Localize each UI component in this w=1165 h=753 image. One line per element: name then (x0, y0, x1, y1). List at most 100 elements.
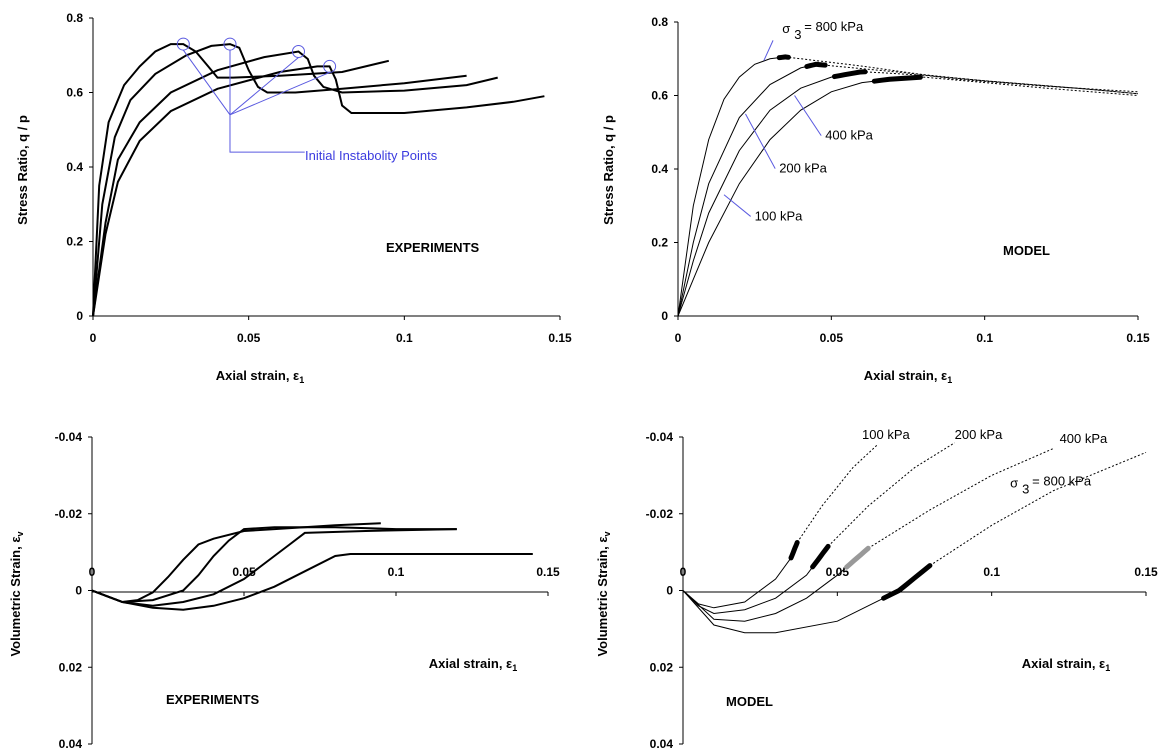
instability-marker (831, 69, 868, 80)
panel-note: EXPERIMENTS (166, 692, 260, 707)
y-tick-label: 0.04 (650, 737, 674, 751)
y-tick-label: 0.6 (651, 89, 668, 103)
instability-marker (804, 61, 828, 69)
y-tick-label: 0.6 (66, 86, 83, 100)
y-tick-label: -0.02 (646, 507, 674, 521)
series-line (682, 546, 829, 615)
annotation-leader (229, 114, 305, 153)
curve-label-leader (745, 113, 776, 169)
panel-model-volumetric: Volumetric Strain, εv Axial strain, ε1 M… (595, 427, 1158, 751)
series-line (677, 56, 786, 317)
panel-note: EXPERIMENTS (386, 240, 480, 255)
y-tick-label: -0.02 (55, 507, 83, 521)
y-axis-label: Stress Ratio, q / p (15, 115, 30, 225)
series-line (92, 43, 467, 317)
x-tick-label: 0.1 (396, 331, 413, 345)
curve-label: 400 kPa (825, 128, 873, 143)
x-tick-label: 0 (89, 565, 96, 579)
curve-label-leader (794, 95, 822, 136)
curve-label: = 800 kPa (804, 19, 864, 34)
x-tick-label: 0.15 (536, 565, 560, 579)
y-tick-label: 0.2 (66, 235, 83, 249)
curve-label: 200 kPa (955, 427, 1003, 442)
panel-note: MODEL (726, 694, 773, 709)
panel-experiments-stress-ratio: Stress Ratio, q / p Axial strain, ε1 EXP… (15, 11, 572, 385)
x-tick-label: 0 (675, 331, 682, 345)
y-tick-label: 0.02 (59, 660, 83, 674)
annotation-leader (229, 57, 299, 116)
x-axis-label: Axial strain, ε1 (429, 656, 518, 673)
curve-label: = 800 kPa (1032, 474, 1092, 489)
curve-label: 400 kPa (1060, 431, 1108, 446)
y-tick-label: 0 (76, 309, 83, 323)
y-tick-label: 0.02 (650, 660, 674, 674)
y-axis-label: Volumetric Strain, εv (595, 531, 612, 656)
series-extrapolation (815, 63, 1139, 95)
x-tick-label: 0.1 (976, 331, 993, 345)
series-line (92, 65, 545, 317)
series-line (682, 542, 798, 609)
instability-marker (881, 563, 933, 601)
instability-marker (810, 543, 831, 570)
series-extrapolation (923, 76, 1139, 96)
series-extrapolation (867, 448, 1054, 549)
y-axis-label: Volumetric Strain, εv (8, 531, 25, 656)
curve-label: 100 kPa (862, 427, 910, 442)
panel-model-stress-ratio: Stress Ratio, q / p Axial strain, ε1 MOD… (601, 15, 1150, 385)
y-tick-label: 0.8 (651, 15, 668, 29)
x-axis-label: Axial strain, ε1 (1022, 656, 1111, 673)
curve-label: 100 kPa (755, 208, 803, 223)
x-tick-label: 0.05 (826, 565, 850, 579)
x-axis-label: Axial strain, ε1 (216, 368, 305, 385)
series-line (677, 63, 817, 317)
curve-label-leader (723, 194, 751, 217)
instability-marker (871, 74, 923, 84)
y-tick-label: 0.4 (651, 162, 668, 176)
curve-label-leader (763, 40, 774, 61)
panel-note: MODEL (1003, 243, 1050, 258)
x-tick-label: 0.1 (983, 565, 1000, 579)
x-tick-label: 0.1 (388, 565, 405, 579)
annotation-leader (182, 49, 231, 116)
annotation-label: Initial Instabolity Points (305, 148, 438, 163)
y-tick-label: 0.4 (66, 160, 83, 174)
y-tick-label: 0 (661, 309, 668, 323)
instability-marker (844, 545, 871, 570)
sigma-subscript: 3 (794, 27, 801, 42)
curve-label: 200 kPa (779, 161, 827, 176)
y-tick-label: 0.8 (66, 11, 83, 25)
series-extrapolation (929, 451, 1147, 567)
y-tick-label: 0.04 (59, 737, 83, 751)
sigma-symbol: σ (1010, 476, 1018, 491)
series-line (677, 76, 924, 317)
panel-experiments-volumetric: Volumetric Strain, εv Axial strain, ε1 E… (8, 430, 560, 751)
series-line (682, 547, 869, 622)
x-tick-label: 0.05 (820, 331, 844, 345)
series-extrapolation (861, 71, 1139, 95)
x-tick-label: 0.05 (237, 331, 261, 345)
y-tick-label: 0 (666, 584, 673, 598)
series-extrapolation (796, 444, 878, 543)
sigma-subscript: 3 (1022, 482, 1029, 497)
y-tick-label: 0.2 (651, 236, 668, 250)
x-tick-label: 0.15 (1134, 565, 1158, 579)
series-line (91, 528, 457, 607)
y-tick-label: -0.04 (646, 430, 674, 444)
annotation-leader (229, 71, 330, 116)
sigma-symbol: σ (782, 21, 790, 36)
instability-marker (776, 54, 791, 61)
x-tick-label: 0.15 (1126, 331, 1150, 345)
x-tick-label: 0.15 (548, 331, 572, 345)
y-tick-label: 0 (75, 584, 82, 598)
instability-marker (788, 540, 800, 561)
x-axis-label: Axial strain, ε1 (864, 368, 953, 385)
series-line (92, 50, 498, 317)
y-axis-label: Stress Ratio, q / p (601, 115, 616, 225)
series-extrapolation (827, 442, 955, 547)
series-line (91, 553, 533, 611)
x-tick-label: 0 (680, 565, 687, 579)
y-tick-label: -0.04 (55, 430, 83, 444)
x-tick-label: 0 (90, 331, 97, 345)
series-line (92, 43, 390, 317)
